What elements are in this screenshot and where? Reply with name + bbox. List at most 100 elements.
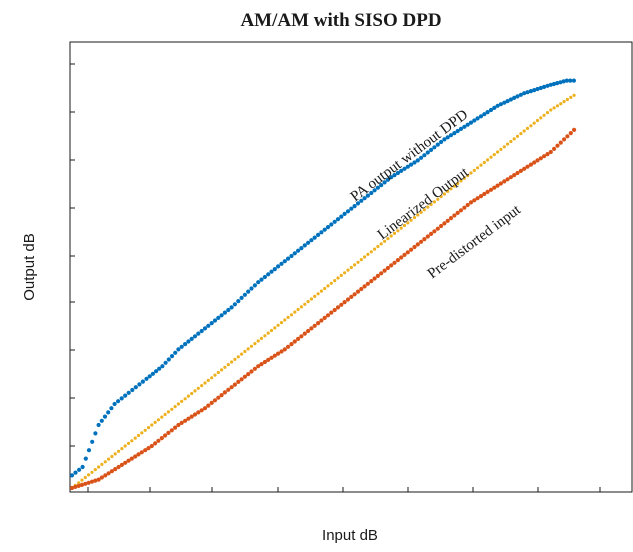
data-point — [545, 152, 550, 157]
data-point — [259, 336, 264, 340]
data-point — [448, 133, 454, 138]
data-point — [345, 297, 351, 302]
data-point — [190, 391, 194, 396]
data-point — [412, 244, 417, 250]
data-point — [93, 478, 98, 483]
data-point — [137, 382, 142, 387]
data-point — [272, 267, 277, 272]
data-point — [299, 305, 303, 309]
data-point — [462, 176, 466, 180]
data-point — [86, 448, 92, 453]
data-point — [415, 158, 420, 163]
y-axis-label: Output dB — [21, 233, 38, 301]
x-axis-label: Input dB — [322, 527, 378, 544]
data-point — [266, 272, 271, 277]
data-point — [123, 460, 128, 465]
data-point — [455, 128, 460, 134]
data-point — [512, 137, 516, 141]
data-point — [422, 237, 427, 242]
data-point — [349, 265, 353, 270]
data-point — [372, 188, 377, 193]
data-point — [249, 344, 254, 348]
data-point — [379, 183, 384, 188]
data-point — [243, 349, 247, 354]
data-point — [529, 124, 533, 128]
data-point — [123, 444, 127, 448]
data-point — [472, 168, 476, 172]
data-point — [472, 198, 477, 203]
data-point — [468, 120, 474, 125]
data-point — [210, 376, 214, 380]
data-point — [262, 274, 267, 280]
data-point — [458, 126, 464, 131]
data-point — [478, 194, 484, 199]
data-point — [565, 97, 570, 102]
data-point — [469, 171, 473, 175]
data-point — [170, 407, 174, 411]
data-point — [273, 326, 277, 330]
data-point — [256, 364, 261, 369]
data-point — [107, 457, 111, 461]
data-point — [535, 118, 540, 123]
data-point — [496, 150, 500, 154]
data-point — [422, 208, 426, 212]
data-point — [479, 163, 483, 167]
data-point — [522, 129, 526, 133]
data-point — [246, 347, 250, 351]
data-point — [383, 239, 387, 243]
data-point — [150, 371, 155, 376]
data-point — [558, 80, 563, 85]
data-point — [216, 370, 220, 375]
data-point — [429, 231, 434, 236]
data-point — [306, 328, 311, 334]
data-point — [385, 177, 390, 182]
data-point — [329, 281, 333, 285]
data-point — [292, 251, 297, 256]
data-point — [203, 381, 207, 385]
data-point — [153, 441, 158, 446]
data-point — [486, 158, 490, 162]
data-point — [355, 201, 361, 206]
data-point — [515, 134, 520, 138]
data-point — [183, 342, 188, 347]
data-point — [249, 369, 254, 374]
data-point — [459, 179, 463, 183]
data-point — [492, 105, 497, 110]
data-point — [196, 386, 200, 390]
data-point — [432, 229, 437, 234]
data-point — [212, 318, 218, 323]
data-point — [349, 206, 354, 211]
data-point — [402, 166, 407, 171]
data-point — [492, 185, 497, 190]
data-point — [86, 480, 91, 485]
data-point — [252, 366, 257, 371]
data-point — [476, 166, 480, 170]
data-point — [306, 300, 310, 304]
data-point — [439, 139, 444, 145]
data-point — [299, 246, 304, 251]
data-point — [399, 255, 404, 260]
data-point — [226, 387, 231, 392]
data-point — [455, 210, 460, 215]
data-point — [309, 326, 314, 331]
data-point — [538, 156, 543, 161]
data-point — [492, 153, 496, 157]
data-point — [96, 477, 101, 482]
data-point — [189, 336, 194, 341]
data-point — [572, 93, 576, 97]
data-point — [289, 342, 294, 347]
data-point — [545, 83, 550, 88]
data-point — [369, 250, 373, 254]
data-point — [402, 252, 407, 257]
data-point — [482, 191, 487, 197]
data-point — [353, 263, 357, 267]
data-point — [343, 271, 347, 275]
data-point — [389, 234, 393, 238]
data-point — [571, 78, 577, 83]
data-point — [392, 173, 397, 178]
data-point — [160, 415, 164, 419]
data-point — [436, 197, 440, 201]
data-point — [232, 302, 237, 307]
data-point — [518, 168, 524, 173]
data-point — [392, 260, 397, 265]
